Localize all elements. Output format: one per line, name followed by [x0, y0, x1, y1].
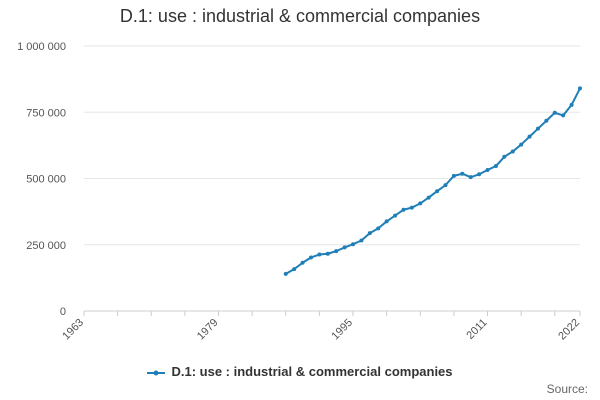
data-point[interactable]: [300, 260, 305, 265]
data-point[interactable]: [485, 168, 490, 173]
data-point[interactable]: [317, 252, 322, 257]
data-point[interactable]: [359, 238, 364, 243]
legend[interactable]: D.1: use : industrial & commercial compa…: [0, 364, 600, 379]
gridlines: [84, 45, 580, 312]
data-point[interactable]: [578, 86, 582, 91]
data-point[interactable]: [283, 271, 288, 276]
data-point[interactable]: [468, 175, 473, 180]
y-tick-label: 1 000 000: [17, 41, 66, 53]
data-point[interactable]: [351, 242, 356, 247]
data-point[interactable]: [477, 172, 482, 177]
data-point[interactable]: [460, 171, 465, 176]
data-point[interactable]: [443, 183, 448, 188]
data-point[interactable]: [409, 205, 414, 210]
y-tick-label: 750 000: [26, 107, 66, 119]
data-point[interactable]: [435, 189, 440, 194]
data-point[interactable]: [334, 249, 339, 254]
data-point[interactable]: [535, 126, 540, 131]
data-point[interactable]: [393, 213, 398, 218]
data-point[interactable]: [325, 251, 330, 256]
series-layer: [283, 86, 582, 276]
data-point[interactable]: [519, 142, 524, 147]
data-point[interactable]: [342, 245, 347, 250]
data-point[interactable]: [367, 231, 372, 236]
data-point[interactable]: [510, 149, 515, 154]
y-tick-label: 0: [60, 306, 66, 318]
legend-label: D.1: use : industrial & commercial compa…: [171, 364, 453, 379]
y-tick-label: 250 000: [26, 240, 66, 252]
x-tick-label: 2022: [556, 317, 582, 343]
source-label: Source:: [546, 382, 588, 396]
data-point[interactable]: [451, 173, 456, 178]
legend-swatch-icon: [147, 370, 166, 376]
data-point[interactable]: [426, 195, 431, 200]
series-line: [285, 87, 581, 275]
data-point[interactable]: [569, 102, 574, 107]
data-point[interactable]: [561, 113, 566, 118]
data-point[interactable]: [493, 164, 498, 169]
data-point[interactable]: [552, 110, 557, 115]
x-tick-label: 2011: [464, 317, 489, 342]
data-point[interactable]: [502, 154, 507, 159]
chart-title: D.1: use : industrial & commercial compa…: [119, 6, 481, 26]
data-point[interactable]: [401, 207, 406, 212]
axes: 0 250 000 500 000 750 000 1 000 000 1963 1979 1…: [17, 41, 582, 342]
data-point[interactable]: [376, 226, 381, 231]
data-point[interactable]: [418, 201, 423, 206]
y-tick-label: 500 000: [26, 174, 66, 186]
x-tick-label: 1963: [60, 317, 86, 343]
x-tick-label: 1979: [195, 317, 221, 343]
data-point[interactable]: [544, 118, 549, 123]
data-point[interactable]: [527, 134, 532, 139]
data-point[interactable]: [292, 267, 297, 272]
x-tick-label: 1995: [329, 317, 355, 343]
data-point[interactable]: [384, 219, 389, 224]
data-point[interactable]: [308, 255, 313, 260]
